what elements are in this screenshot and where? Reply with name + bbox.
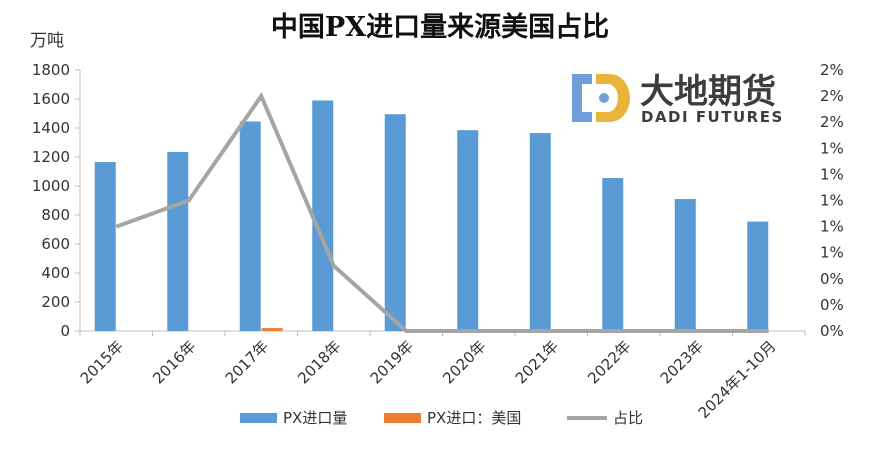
- y-right-tick-label: 0%: [820, 296, 844, 314]
- bar-px-import-us: [261, 328, 283, 331]
- logo-chinese-text: 大地期货: [640, 72, 776, 112]
- legend-item-share: 占比: [567, 409, 643, 427]
- y-right-tick-label: 2%: [820, 61, 844, 79]
- y-left-tick-label: 1000: [32, 177, 70, 195]
- legend-label: 占比: [613, 409, 643, 427]
- y-right-tick-label: 2%: [820, 113, 844, 131]
- x-tick-label: 2022年: [584, 337, 634, 387]
- y-right-tick-label: 1%: [820, 244, 844, 262]
- watermark-logo: 大地期货 DADI FUTURES: [568, 70, 784, 126]
- y-left-tick-label: 600: [41, 235, 70, 253]
- y-left-tick-label: 800: [41, 206, 70, 224]
- bar-px-import: [167, 151, 189, 331]
- y-left-tick-label: 0: [60, 322, 70, 340]
- legend: PX进口量 PX进口：美国 占比: [240, 409, 643, 427]
- bar-px-import: [384, 114, 406, 331]
- y-left-tick-label: 1800: [32, 61, 70, 79]
- legend-item-px-import-us: PX进口：美国: [384, 409, 521, 427]
- y-left-tick-label: 1200: [32, 148, 70, 166]
- bar-px-import: [457, 130, 479, 331]
- y-right-tick-label: 2%: [820, 87, 844, 105]
- x-tick-label: 2023年: [657, 337, 707, 387]
- legend-swatch: [240, 413, 277, 423]
- x-tick-label: 2015年: [77, 337, 127, 387]
- x-tick-label: 2024年1-10月: [695, 337, 780, 422]
- bar-px-import: [674, 199, 696, 331]
- x-tick-label: 2018年: [294, 337, 344, 387]
- y-right-tick-label: 1%: [820, 192, 844, 210]
- y-left-tick-label: 1400: [32, 119, 70, 137]
- y-left-tick-label: 400: [41, 264, 70, 282]
- legend-item-px-import: PX进口量: [240, 409, 347, 427]
- logo-english-text: DADI FUTURES: [641, 108, 784, 126]
- x-tick-label: 2017年: [222, 337, 272, 387]
- x-tick-label: 2021年: [512, 337, 562, 387]
- y-left-tick-label: 1600: [32, 90, 70, 108]
- x-tick-label: 2020年: [439, 337, 489, 387]
- y-right-tick-label: 1%: [820, 165, 844, 183]
- bar-px-import: [529, 133, 551, 331]
- bar-px-import: [602, 178, 624, 331]
- x-tick-label: 2019年: [367, 337, 417, 387]
- legend-swatch: [384, 413, 421, 423]
- logo-mark-icon: [568, 70, 630, 122]
- x-tick-label: 2016年: [149, 337, 199, 387]
- bar-px-import: [747, 221, 769, 331]
- y-axis-unit-label: 万吨: [30, 31, 64, 51]
- y-right-tick-label: 0%: [820, 270, 844, 288]
- bar-px-import: [312, 100, 334, 331]
- chart-title: 中国PX进口量来源美国占比: [271, 11, 609, 43]
- bar-px-import: [239, 121, 261, 331]
- legend-label: PX进口量: [283, 409, 347, 427]
- y-right-tick-label: 0%: [820, 322, 844, 340]
- legend-label: PX进口：美国: [427, 409, 521, 427]
- line-share: [115, 91, 769, 333]
- y-right-tick-label: 1%: [820, 218, 844, 236]
- y-left-tick-label: 200: [41, 293, 70, 311]
- bar-px-import: [94, 162, 116, 331]
- y-right-tick-label: 1%: [820, 139, 844, 157]
